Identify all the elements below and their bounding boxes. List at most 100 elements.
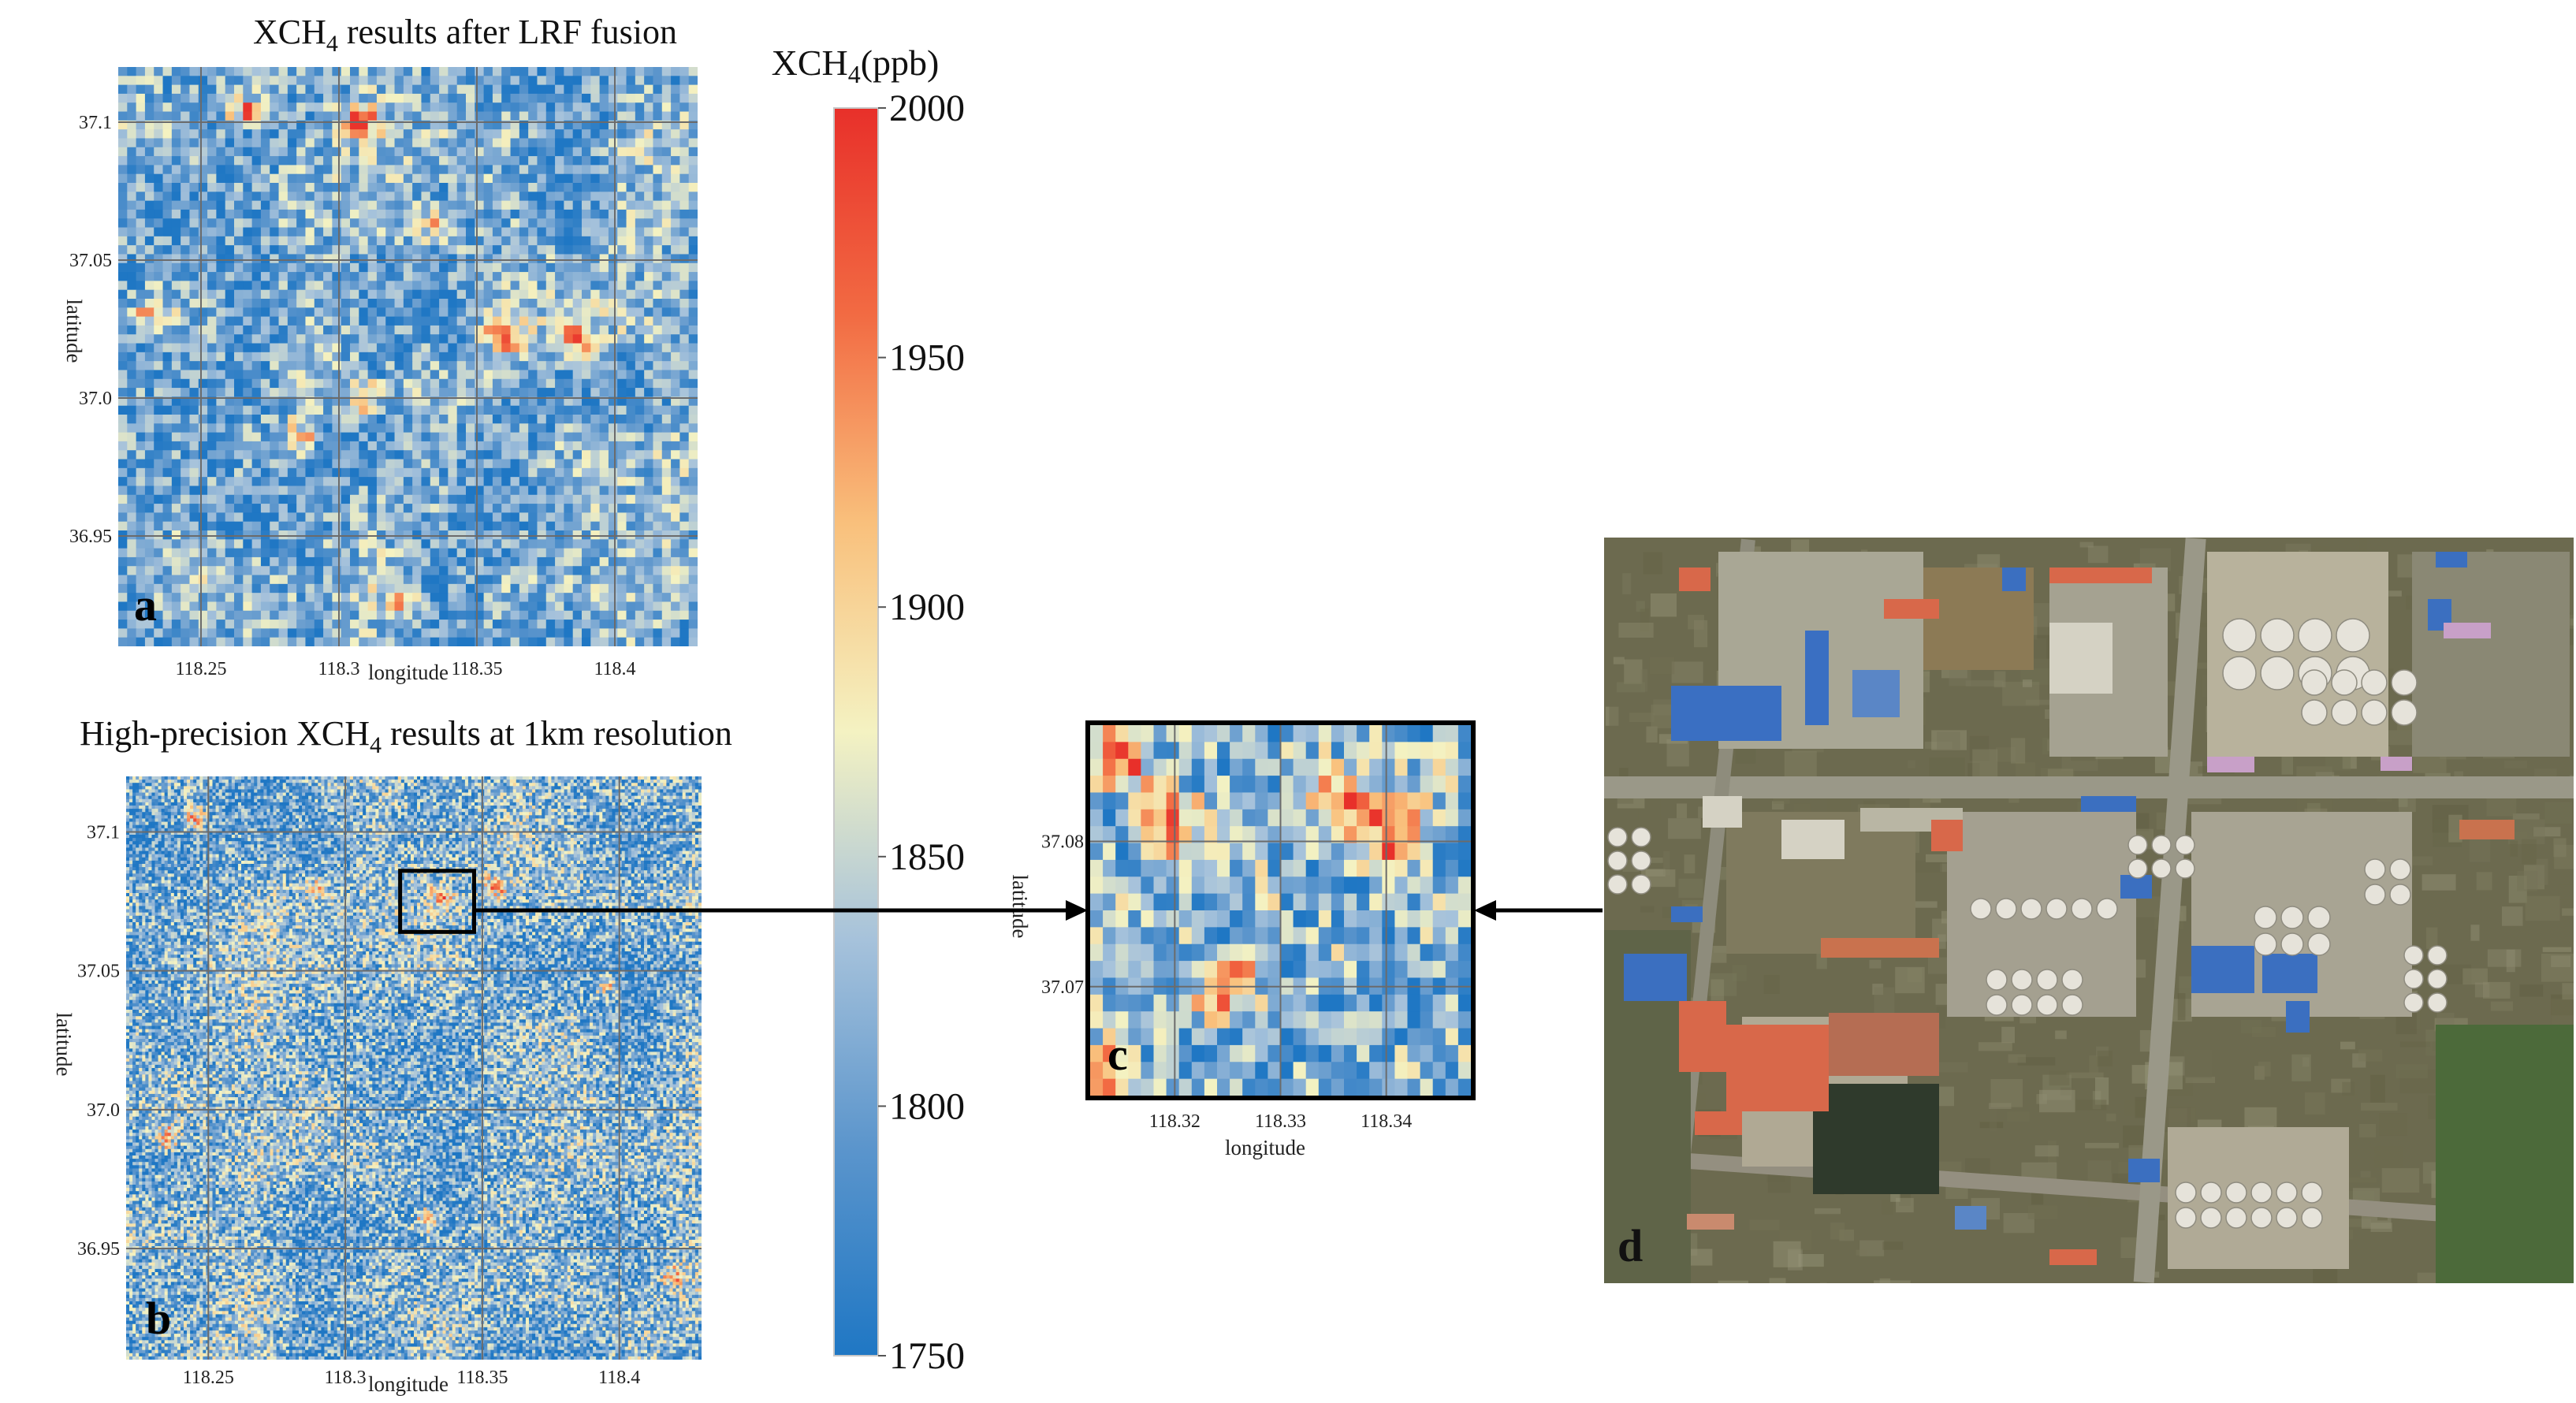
heatmap-cell bbox=[483, 361, 493, 371]
heatmap-cell bbox=[127, 601, 137, 612]
heatmap-cell bbox=[653, 405, 663, 415]
heatmap-cell bbox=[350, 156, 359, 166]
heatmap-cell bbox=[528, 218, 538, 229]
heatmap-cell bbox=[688, 272, 698, 281]
heatmap-cell bbox=[323, 441, 333, 451]
heatmap-cell bbox=[519, 281, 529, 291]
heatmap-cell bbox=[241, 776, 245, 780]
heatmap-cell bbox=[458, 776, 463, 780]
heatmap-cell bbox=[501, 102, 512, 113]
heatmap-cell bbox=[439, 165, 449, 175]
heatmap-cell bbox=[572, 138, 583, 148]
heatmap-cell bbox=[599, 156, 609, 166]
heatmap-cell bbox=[254, 783, 258, 787]
heatmap-cell bbox=[599, 120, 609, 130]
heatmap-cell bbox=[394, 566, 404, 576]
heatmap-cell bbox=[278, 325, 288, 335]
panel-b-heatmap bbox=[126, 776, 702, 1360]
heatmap-cell bbox=[421, 512, 431, 523]
heatmap-cell bbox=[626, 245, 636, 255]
heatmap-cell bbox=[118, 504, 128, 513]
y-tick-label: 36.95 bbox=[69, 527, 112, 547]
heatmap-cell bbox=[181, 441, 191, 451]
heatmap-cell bbox=[278, 138, 288, 148]
heatmap-cell bbox=[679, 262, 690, 273]
heatmap-cell bbox=[555, 111, 564, 121]
heatmap-cell bbox=[198, 254, 208, 264]
heatmap-cell bbox=[287, 610, 297, 620]
heatmap-cell bbox=[243, 477, 253, 487]
heatmap-cell bbox=[144, 343, 154, 353]
heatmap-cell bbox=[430, 432, 440, 442]
heatmap-cell bbox=[181, 173, 191, 184]
heatmap-cell bbox=[483, 254, 493, 264]
heatmap-cell bbox=[225, 601, 235, 612]
heatmap-cell bbox=[661, 494, 672, 504]
heatmap-cell bbox=[582, 192, 591, 202]
heatmap-cell bbox=[492, 307, 502, 318]
heatmap-cell bbox=[359, 512, 369, 523]
heatmap-cell bbox=[350, 289, 359, 300]
heatmap-cell bbox=[590, 343, 601, 353]
heatmap-cell bbox=[251, 334, 262, 344]
heatmap-cell bbox=[545, 566, 556, 576]
heatmap-cell bbox=[612, 780, 616, 783]
heatmap-cell bbox=[278, 156, 288, 166]
heatmap-cell bbox=[216, 441, 226, 451]
heatmap-cell bbox=[608, 254, 618, 264]
heatmap-cell bbox=[260, 173, 270, 184]
heatmap-cell bbox=[647, 780, 651, 783]
heatmap-cell bbox=[162, 593, 173, 603]
heatmap-cell bbox=[671, 637, 680, 646]
heatmap-cell bbox=[608, 316, 618, 326]
heatmap-cell bbox=[234, 783, 239, 787]
heatmap-cell bbox=[173, 780, 178, 783]
heatmap-cell bbox=[519, 450, 529, 460]
heatmap-cell bbox=[608, 165, 618, 175]
heatmap-cell bbox=[251, 548, 262, 558]
heatmap-cell bbox=[151, 776, 156, 780]
heatmap-cell bbox=[323, 370, 333, 380]
heatmap-cell bbox=[251, 165, 262, 175]
heatmap-cell bbox=[305, 575, 315, 585]
heatmap-cell bbox=[501, 423, 512, 434]
heatmap-cell bbox=[127, 316, 137, 326]
heatmap-cell bbox=[234, 352, 244, 362]
heatmap-cell bbox=[599, 299, 609, 308]
heatmap-cell bbox=[314, 325, 324, 335]
heatmap-cell bbox=[475, 352, 485, 362]
heatmap-cell bbox=[420, 783, 424, 787]
heatmap-cell bbox=[599, 84, 609, 95]
heatmap-cell bbox=[144, 415, 154, 424]
heatmap-cell bbox=[162, 477, 173, 487]
heatmap-cell bbox=[209, 780, 214, 783]
heatmap-cell bbox=[510, 76, 520, 86]
heatmap-cell bbox=[350, 628, 359, 638]
heatmap-cell bbox=[688, 405, 698, 415]
heatmap-cell bbox=[510, 120, 520, 130]
heatmap-cell bbox=[555, 147, 564, 157]
heatmap-cell bbox=[412, 504, 423, 513]
heatmap-cell bbox=[439, 147, 449, 157]
heatmap-cell bbox=[421, 227, 431, 237]
heatmap-cell bbox=[698, 786, 702, 791]
heatmap-cell bbox=[207, 637, 217, 646]
heatmap-cell bbox=[492, 432, 502, 442]
heatmap-cell bbox=[466, 548, 475, 558]
heatmap-cell bbox=[483, 601, 493, 612]
heatmap-cell bbox=[282, 780, 287, 783]
heatmap-cell bbox=[510, 343, 520, 353]
heatmap-cell bbox=[278, 521, 288, 531]
heatmap-cell bbox=[573, 786, 578, 791]
heatmap-cell bbox=[171, 593, 181, 603]
heatmap-cell bbox=[528, 272, 538, 281]
heatmap-cell bbox=[162, 156, 173, 166]
heatmap-cell bbox=[644, 486, 654, 496]
heatmap-cell bbox=[136, 388, 146, 397]
heatmap-cell bbox=[251, 467, 262, 478]
heatmap-cell bbox=[483, 111, 493, 121]
heatmap-cell bbox=[635, 254, 645, 264]
heatmap-cell bbox=[207, 405, 217, 415]
heatmap-cell bbox=[626, 620, 636, 629]
